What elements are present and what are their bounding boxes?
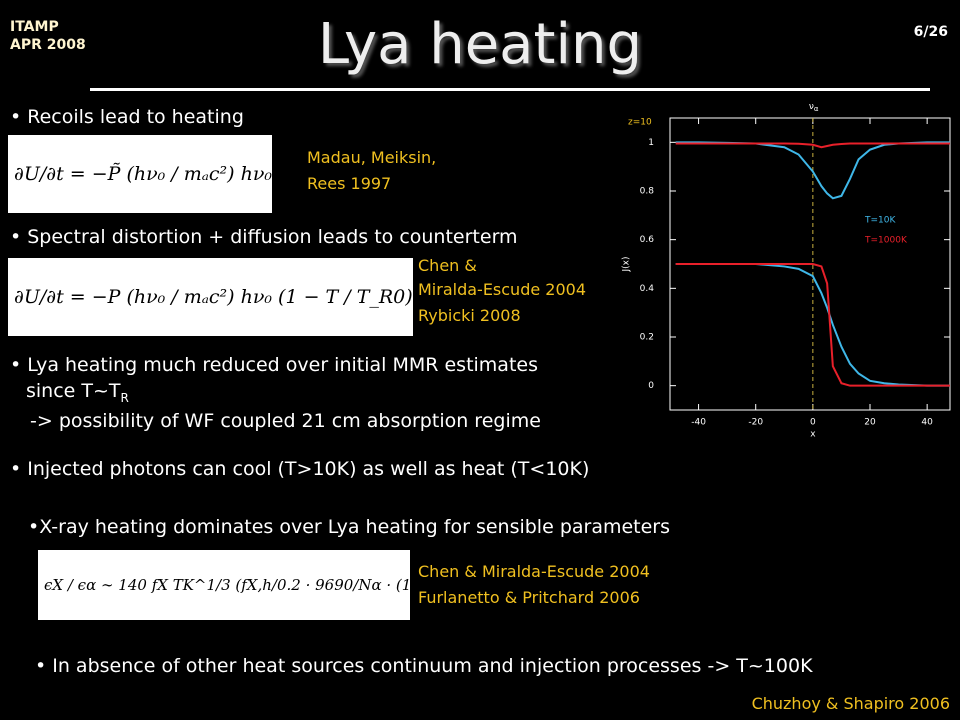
x-tick-label: 20 — [864, 418, 876, 428]
y-tick-label: 0.8 — [640, 187, 655, 197]
page-number: 6/26 — [913, 24, 948, 40]
y-tick-label: 0 — [648, 381, 654, 391]
bullet: • Injected photons can cool (T>10K) as w… — [10, 458, 590, 480]
slide-title: Lya heating — [317, 12, 643, 77]
equation: ϵX / ϵα ∼ 140 fX TK^1/3 (fX,h/0.2 · 9690… — [38, 550, 410, 620]
symbol: ν — [809, 102, 814, 112]
subscript: R — [120, 390, 129, 405]
bullet: • In absence of other heat sources conti… — [35, 655, 813, 677]
curve — [675, 142, 950, 149]
bullet: • Lya heating much reduced over initial … — [10, 354, 538, 376]
y-tick-label: 0.4 — [640, 284, 655, 294]
bullet-line: since T~TR — [26, 380, 129, 405]
plot: -40 -20 0 20 40 0 0.2 0.4 0.6 0.8 1 να z=10 J(x) x T=10… — [622, 102, 951, 440]
venue: ITAMP APR 2008 — [10, 18, 86, 54]
y-axis-label: J(x) — [622, 256, 632, 272]
citation: Chuzhoy & Shapiro 2006 — [751, 694, 950, 713]
equation: ∂U/∂t = −P (hν₀ / mₐc²) hν₀ (1 − T / T_R… — [8, 258, 413, 336]
x-tick-label: 0 — [810, 418, 816, 428]
citation: Chen & Miralda-Escude 2004 — [418, 562, 650, 581]
citation: Rees 1997 — [307, 174, 392, 193]
venue-line: ITAMP — [10, 19, 59, 35]
x-tick-label: -20 — [748, 418, 763, 428]
plot-frame — [669, 117, 951, 411]
venue-line: APR 2008 — [10, 37, 86, 53]
title-rule — [90, 88, 930, 91]
reference-label: να — [809, 102, 819, 114]
citation: Chen & — [418, 256, 477, 275]
citation: Rybicki 2008 — [418, 306, 521, 325]
subscript: α — [814, 105, 819, 113]
y-tick-label: 0.6 — [640, 235, 655, 245]
y-tick-label: 0.2 — [640, 333, 654, 343]
citation: Furlanetto & Pritchard 2006 — [418, 588, 640, 607]
bullet: • Recoils lead to heating — [10, 106, 244, 128]
x-tick-label: -40 — [691, 418, 706, 428]
bullet: • Spectral distortion + diffusion leads … — [10, 226, 518, 248]
y-tick-label: 1 — [648, 138, 654, 148]
citation: Madau, Meiksin, — [307, 148, 437, 167]
legend-entry: T=1000K — [864, 236, 908, 246]
x-tick-label: 40 — [921, 418, 933, 428]
text: since T~T — [26, 380, 121, 402]
equation: ∂U/∂t = −P̃ (hν₀ / mₐc²) hν₀ — [8, 135, 272, 213]
bullet-line: -> possibility of WF coupled 21 cm absor… — [30, 410, 541, 432]
bullet: •X-ray heating dominates over Lya heatin… — [28, 516, 671, 538]
x-axis-label: x — [810, 430, 816, 440]
curve — [675, 263, 950, 387]
annotation: z=10 — [628, 118, 652, 128]
legend-entry: T=10K — [864, 216, 896, 226]
citation: Miralda-Escude 2004 — [418, 280, 586, 299]
